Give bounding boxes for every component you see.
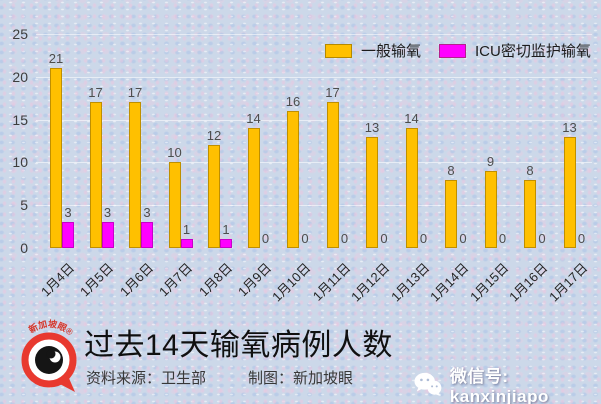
legend-swatch-general-oxygen (325, 43, 352, 58)
bar-value-label-icu: 0 (498, 231, 507, 246)
bar-value-label-general: 12 (206, 128, 222, 144)
bar-general-oxygen (484, 170, 497, 248)
bar-value-label-general: 10 (167, 145, 182, 161)
bar-value-label-general: 8 (447, 162, 455, 178)
bar-icu-oxygen (62, 222, 74, 248)
bar-value-label-general: 16 (285, 94, 301, 110)
source-line: 资料来源：卫生部 制图：新加坡眼 (86, 367, 353, 388)
bar-value-label-general: 14 (404, 111, 419, 127)
bar-value-label-icu: 1 (222, 222, 230, 238)
bar-value-label-general: 17 (127, 85, 143, 101)
x-axis-label: 1月15日 (466, 260, 512, 305)
bar-value-label-general: 8 (526, 162, 534, 178)
bar-general-oxygen (287, 111, 299, 248)
legend-label-general-oxygen: 一般输氧 (361, 43, 422, 60)
x-axis-label: 1月5日 (77, 260, 117, 300)
wechat-icon (414, 372, 442, 397)
credit-label: 制图：新加坡眼 (248, 370, 354, 387)
wechat-id-label: 微信号: kanxinjiapo (449, 367, 549, 404)
bar-general-oxygen (168, 162, 181, 248)
bar-value-label-icu: 3 (143, 205, 151, 221)
x-axis-label: 1月11日 (309, 260, 354, 304)
bar-icu-oxygen (220, 239, 232, 248)
legend-label-icu-oxygen: ICU密切监护输氧 (475, 43, 591, 60)
bar-icu-oxygen (180, 239, 193, 248)
bar-value-label-icu: 0 (301, 231, 309, 246)
bar-general-oxygen (247, 128, 260, 248)
gridline-25 (36, 34, 592, 35)
legend-swatch-icu-oxygen (439, 43, 466, 58)
gridline-20 (36, 76, 592, 78)
bar-value-label-general: 14 (246, 111, 261, 127)
x-axis-label: 1月6日 (116, 260, 156, 300)
bar-icu-oxygen (101, 222, 114, 248)
gridline-5 (36, 205, 592, 207)
bar-general-oxygen (405, 128, 418, 248)
bar-value-label-icu: 3 (103, 205, 112, 221)
y-axis-tick-label: 10 (12, 154, 28, 171)
bar-value-label-icu: 0 (419, 231, 428, 246)
x-axis-label: 1月14日 (427, 260, 472, 305)
x-axis-label: 1月7日 (156, 260, 196, 300)
x-axis-label: 1月13日 (387, 260, 433, 305)
wechat-watermark: 微信号: kanxinjiapo (414, 362, 601, 404)
chart-title: 过去14天输氧病例人数 (84, 329, 393, 362)
bar-general-oxygen (208, 145, 220, 248)
bar-general-oxygen (89, 102, 102, 248)
bar-value-label-general: 13 (364, 119, 380, 135)
bar-value-label-icu: 1 (182, 222, 191, 238)
y-axis-tick-label: 20 (12, 68, 28, 85)
gridline-15 (36, 119, 592, 121)
bar-value-label-icu: 0 (261, 231, 270, 246)
bar-general-oxygen (129, 102, 141, 248)
bar-value-label-general: 9 (486, 153, 495, 169)
xinjiapoyan-logo: 新加坡眼® (16, 310, 82, 403)
bar-general-oxygen (445, 179, 457, 248)
bar-value-label-general: 17 (325, 85, 340, 101)
bar-value-label-icu: 0 (577, 231, 586, 246)
gridline-10 (36, 162, 592, 164)
x-axis-label: 1月4日 (37, 260, 77, 300)
x-axis-label: 1月10日 (269, 260, 314, 305)
legend-item-icu-oxygen: ICU密切监护输氧 (439, 40, 591, 61)
y-axis-tick-label: 5 (20, 197, 28, 214)
bar-value-label-icu: 0 (380, 231, 388, 246)
bar-general-oxygen (50, 68, 62, 248)
data-source-label: 资料来源：卫生部 (86, 370, 207, 387)
bar-general-oxygen (563, 136, 576, 248)
bar-value-label-icu: 0 (538, 231, 546, 246)
x-axis-label: 1月8日 (195, 260, 235, 300)
y-axis-tick-label: 15 (12, 111, 28, 128)
bar-value-label-general: 13 (562, 119, 577, 135)
bar-icu-oxygen (141, 222, 153, 248)
bar-value-label-icu: 3 (64, 205, 72, 221)
bar-general-oxygen (524, 179, 536, 248)
bar-general-oxygen (366, 136, 378, 248)
legend-item-general-oxygen: 一般输氧 (325, 40, 421, 61)
x-axis-label: 1月16日 (506, 260, 551, 305)
bar-value-label-general: 17 (88, 85, 103, 101)
x-axis-label: 1月17日 (545, 260, 591, 305)
bar-value-label-general: 21 (48, 51, 64, 67)
x-axis-label: 1月12日 (348, 260, 393, 305)
y-axis-tick-label: 25 (12, 26, 28, 42)
bar-value-label-icu: 0 (459, 231, 467, 246)
bar-general-oxygen (326, 102, 339, 248)
bar-value-label-icu: 0 (340, 231, 349, 246)
y-axis-tick-label: 0 (20, 240, 28, 256)
logo-eye-pupil (46, 349, 56, 359)
